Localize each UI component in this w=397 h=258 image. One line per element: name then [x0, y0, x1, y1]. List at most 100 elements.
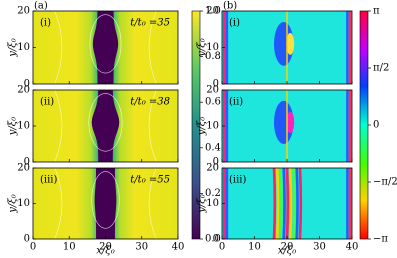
y-tick-label: 20	[17, 6, 30, 17]
y-axis-label: y/ξ₀	[197, 117, 208, 137]
phase-blob	[274, 21, 294, 66]
y-tick-label: 20	[17, 163, 30, 174]
edge-stripe	[348, 90, 352, 162]
contour	[91, 171, 120, 229]
vortex-core	[92, 11, 119, 84]
y-tick-label: 0	[213, 234, 219, 245]
edge-stripe	[225, 168, 229, 239]
x-tick-label: 0	[219, 242, 225, 253]
edge-stripe	[225, 90, 229, 162]
phase-blob	[286, 32, 295, 55]
edge-stripe	[346, 11, 349, 84]
y-tick-label: 20	[17, 85, 30, 96]
row-label: (iii)	[40, 175, 57, 186]
colorbar	[191, 10, 201, 240]
colorbar-tick-label: −π	[373, 234, 388, 245]
y-tick-label: 20	[206, 163, 219, 174]
x-tick-label: 10	[248, 242, 261, 253]
y-axis-label: y/ξ₀	[8, 117, 19, 137]
panel	[33, 10, 178, 85]
phase-stripe	[288, 167, 293, 240]
phase-stripe	[285, 167, 290, 240]
x-tick-label: 40	[172, 242, 185, 253]
contour	[148, 167, 157, 240]
colorbar	[359, 10, 369, 240]
colorbar-tick-label: 0	[373, 120, 379, 131]
y-tick-label: 20	[206, 6, 219, 17]
colorbar-tick-label: π/2	[373, 62, 389, 73]
contour	[148, 10, 157, 85]
y-axis-label: y/ξ₀	[8, 38, 19, 58]
panel	[222, 11, 352, 84]
contour	[54, 89, 63, 163]
panel-label: (a)	[34, 1, 48, 12]
phase-blob	[274, 100, 294, 144]
panel	[222, 90, 352, 162]
x-tick-label: 20	[99, 242, 112, 253]
contour	[148, 89, 157, 163]
y-tick-label: 10	[17, 198, 30, 209]
phase-blob	[286, 111, 295, 134]
y-axis-label: y/ξ₀	[197, 38, 208, 58]
x-tick-label: 20	[281, 242, 294, 253]
row-label: (i)	[40, 18, 51, 29]
x-axis-label: x/ξ₀	[278, 246, 297, 257]
row-label: (ii)	[229, 97, 243, 108]
time-label: t/t₀ =55	[130, 175, 170, 186]
colorbar-tick-label: 1.0	[205, 6, 221, 17]
phase-stripe	[275, 167, 280, 240]
x-tick-label: 30	[135, 242, 148, 253]
row-label: (iii)	[229, 175, 246, 186]
phase-stripe	[282, 167, 286, 240]
colorbar-tick-label: 0.4	[205, 142, 221, 153]
contour	[89, 14, 122, 74]
x-axis-label: x/ξ₀	[96, 246, 115, 257]
edge-stripe	[348, 168, 352, 239]
phase-stripe	[279, 167, 283, 240]
y-axis-label: y/ξ₀	[8, 194, 19, 214]
y-tick-label: 20	[206, 85, 219, 96]
panel-label: (b)	[223, 1, 237, 12]
phase-stripe	[295, 167, 299, 240]
time-label: t/t₀ =35	[130, 18, 170, 29]
colorbar-tick-label: π	[373, 6, 380, 17]
panel	[222, 167, 352, 240]
edge-stripe	[348, 11, 352, 84]
y-tick-label: 0	[24, 234, 30, 245]
panel	[33, 89, 178, 163]
vortex-core	[94, 168, 117, 239]
y-tick-label: 10	[206, 42, 219, 53]
row-label: (i)	[229, 18, 240, 29]
y-tick-label: 10	[17, 121, 30, 132]
y-tick-label: 0	[213, 79, 219, 90]
y-tick-label: 10	[206, 198, 219, 209]
panel	[33, 167, 178, 240]
colorbar-tick-label: 0.0	[205, 234, 221, 245]
colorbar-tick-label: 0.6	[205, 97, 221, 108]
row-label: (ii)	[40, 97, 54, 108]
x-tick-label: 10	[63, 242, 76, 253]
edge-stripe	[346, 90, 349, 162]
colorbar-tick-label: −π/2	[373, 177, 397, 188]
phase-stripe	[292, 167, 296, 240]
contour	[54, 167, 63, 240]
y-axis-label: y/ξ₀	[197, 194, 208, 214]
colorbar-tick-label: 0.2	[205, 188, 221, 199]
edge-stripe	[225, 11, 229, 84]
phase-stripe	[298, 167, 303, 240]
y-tick-label: 0	[213, 157, 219, 168]
y-tick-label: 0	[24, 79, 30, 90]
contour	[88, 93, 123, 152]
y-tick-label: 10	[206, 121, 219, 132]
time-label: t/t₀ =38	[130, 97, 170, 108]
edge-stripe	[346, 168, 349, 239]
x-tick-label: 40	[346, 242, 359, 253]
contour	[54, 10, 63, 85]
x-tick-label: 0	[30, 242, 36, 253]
colorbar-tick-label: 0.8	[205, 51, 221, 62]
phase-stripe	[272, 167, 277, 240]
y-tick-label: 10	[17, 42, 30, 53]
y-tick-label: 0	[24, 157, 30, 168]
vortex-core	[91, 90, 120, 162]
